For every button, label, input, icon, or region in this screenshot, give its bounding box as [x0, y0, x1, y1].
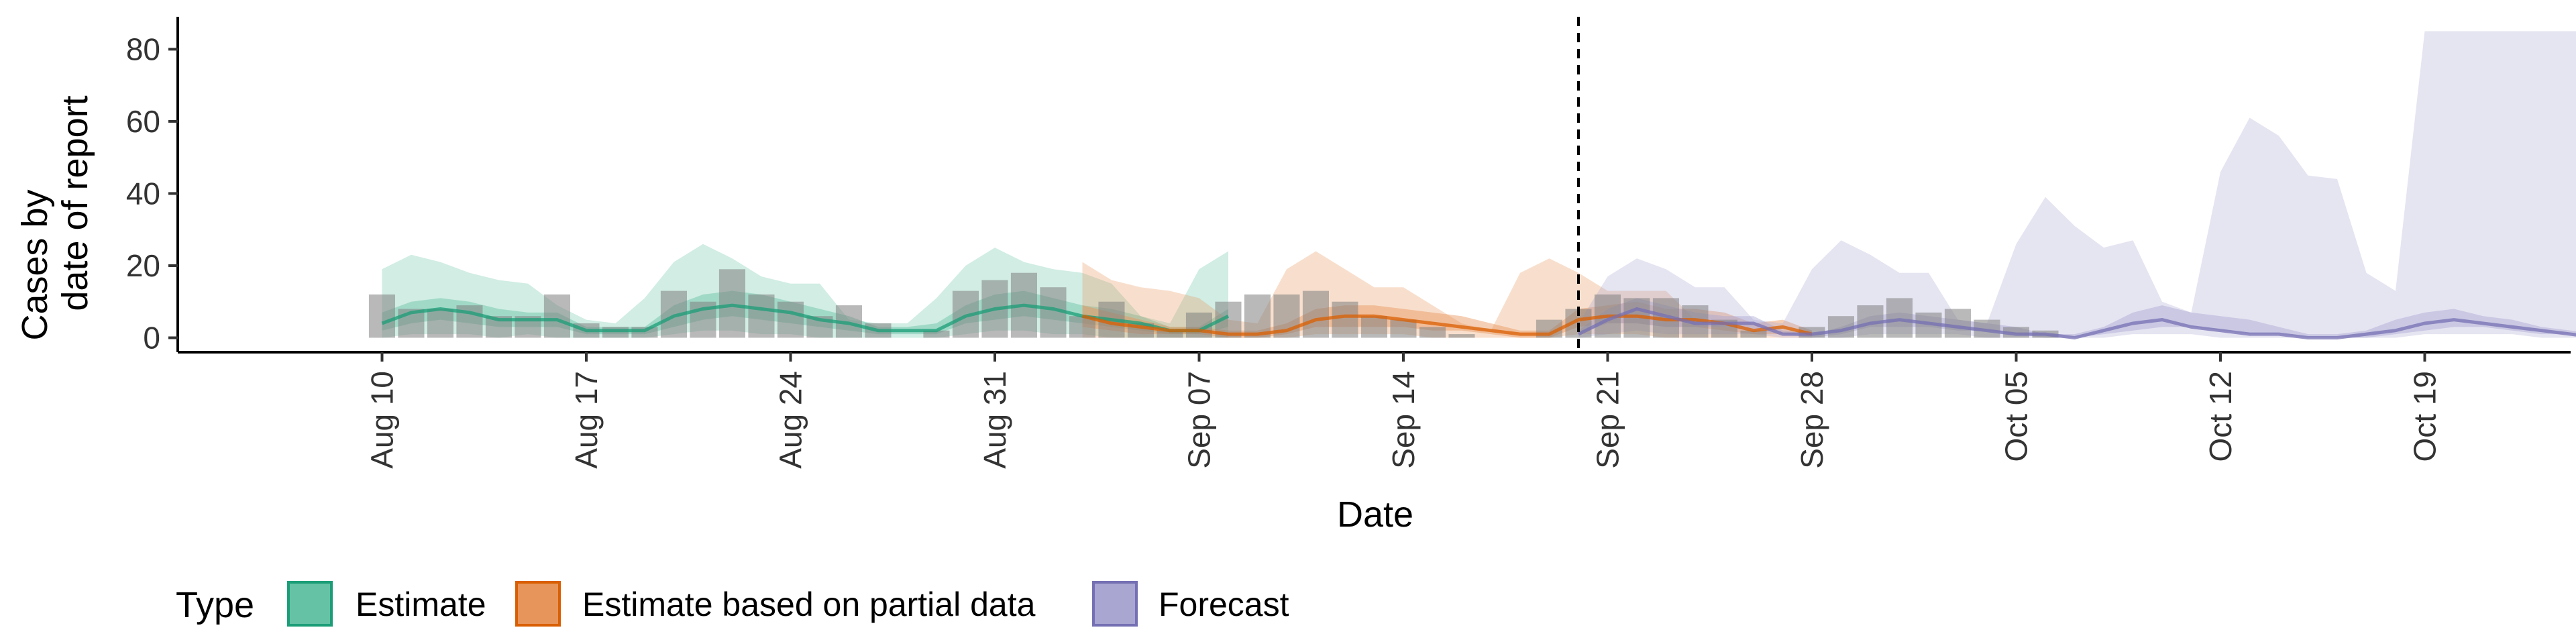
- y-tick-label: 60: [126, 104, 160, 139]
- x-tick-label: Aug 17: [569, 371, 604, 469]
- y-tick-label: 80: [126, 32, 160, 66]
- x-axis-title: Date: [1337, 494, 1413, 535]
- legend-label-forecast: Forecast: [1159, 586, 1289, 623]
- reported-cases-bar: [1360, 316, 1387, 338]
- reported-cases-bar: [923, 330, 950, 338]
- y-axis-title-line2: date of report: [55, 95, 95, 311]
- legend-key-forecast: [1092, 581, 1138, 627]
- legend-key-estimate: [287, 581, 333, 627]
- reported-cases-bar: [427, 309, 453, 338]
- x-tick-label: Sep 21: [1591, 371, 1625, 469]
- legend: Type Estimate Estimate based on partial d…: [176, 581, 1289, 627]
- y-axis: 0 20 40 60 80: [126, 17, 179, 355]
- x-tick-label: Sep 07: [1182, 371, 1217, 469]
- x-tick-label: Sep 28: [1794, 371, 1829, 469]
- median-line-estimate-based-on-partial-data: [1081, 314, 1813, 336]
- reported-cases-bar: [1390, 319, 1417, 338]
- reported-cases-bar: [1419, 327, 1446, 338]
- x-axis: Aug 10 Aug 17 Aug 24 Aug 31 Sep 07 Sep 14 Sep …: [178, 351, 2571, 469]
- reported-cases-bar: [777, 301, 804, 338]
- x-tick-label: Oct 12: [2203, 371, 2238, 462]
- reported-cases-bar: [1244, 294, 1271, 338]
- reported-cases-bar: [1157, 330, 1183, 338]
- x-tick-label: Aug 10: [365, 371, 400, 469]
- median-line-forecast: [1577, 307, 2576, 340]
- reported-cases-bar: [602, 327, 629, 338]
- reported-cases-bar: [1944, 309, 1971, 338]
- reported-cases-bar: [1886, 298, 1913, 338]
- reported-cases-bar: [631, 327, 658, 338]
- reported-cases-bar: [1448, 334, 1475, 338]
- y-axis-title-line1: Cases by: [15, 189, 55, 340]
- x-tick-label: Sep 14: [1386, 371, 1421, 469]
- legend-label-estimate: Estimate: [356, 586, 486, 623]
- reported-cases-bar: [1332, 301, 1358, 338]
- reported-cases-bar: [718, 269, 745, 338]
- legend-title: Type: [176, 585, 254, 625]
- y-tick-label: 40: [126, 176, 160, 211]
- x-tick-label: Oct 19: [2408, 371, 2443, 462]
- reported-cases-bar: [543, 294, 570, 338]
- y-tick-label: 20: [126, 248, 160, 283]
- reported-cases-bar: [1740, 330, 1767, 338]
- x-tick-label: Aug 24: [773, 371, 808, 469]
- reported-cases-bar: [748, 294, 775, 338]
- reported-cases-bar: [1302, 290, 1329, 338]
- legend-label-estimate-based-on-partial-data: Estimate based on partial data: [582, 586, 1036, 623]
- y-tick-label: 0: [143, 320, 160, 355]
- x-tick-label: Oct 05: [1999, 371, 2034, 462]
- plot-area: [368, 17, 2576, 352]
- band90-forecast: [1578, 31, 2576, 338]
- reported-cases-bar: [368, 294, 395, 338]
- legend-key-estimate-based-on-partial-data: [515, 581, 561, 627]
- x-tick-label: Aug 31: [977, 371, 1012, 469]
